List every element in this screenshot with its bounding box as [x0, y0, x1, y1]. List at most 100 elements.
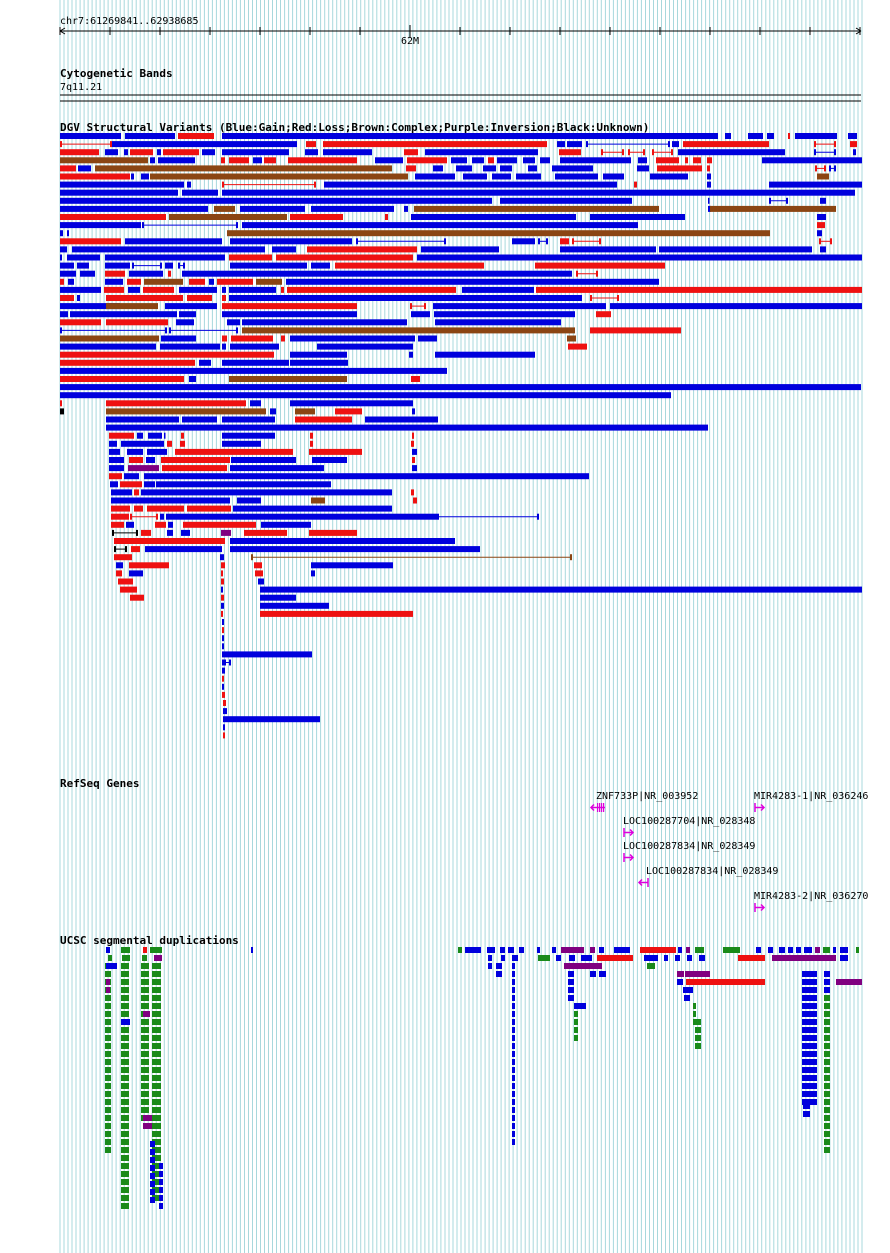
segdup-feature[interactable] — [699, 955, 705, 961]
segdup-feature[interactable] — [487, 947, 495, 953]
segdup-feature[interactable] — [141, 1059, 149, 1065]
dgv-variant[interactable] — [693, 157, 701, 164]
dgv-variant[interactable] — [77, 262, 89, 269]
segdup-feature[interactable] — [590, 971, 596, 977]
dgv-variant[interactable] — [121, 141, 297, 148]
segdup-feature[interactable] — [693, 1003, 696, 1009]
segdup-feature[interactable] — [824, 1059, 830, 1065]
segdup-feature[interactable] — [512, 979, 515, 985]
dgv-variant[interactable] — [456, 165, 472, 172]
segdup-feature[interactable] — [512, 971, 515, 977]
segdup-feature[interactable] — [512, 1035, 515, 1041]
segdup-feature[interactable] — [824, 1131, 830, 1137]
dgv-variant[interactable] — [179, 286, 217, 293]
segdup-feature[interactable] — [568, 971, 574, 977]
segdup-feature[interactable] — [121, 1027, 129, 1033]
dgv-variant[interactable] — [222, 675, 224, 682]
dgv-variant[interactable] — [451, 157, 467, 164]
dgv-variant[interactable] — [106, 424, 708, 431]
dgv-variant[interactable] — [853, 149, 856, 156]
dgv-variant-end[interactable] — [814, 149, 816, 156]
segdup-feature[interactable] — [154, 955, 162, 961]
dgv-variant-end[interactable] — [130, 513, 132, 520]
dgv-variant-end[interactable] — [815, 165, 817, 172]
segdup-feature[interactable] — [152, 1163, 161, 1169]
segdup-feature[interactable] — [152, 1067, 161, 1073]
dgv-variant[interactable] — [290, 335, 415, 342]
dgv-variant[interactable] — [231, 335, 273, 342]
segdup-feature[interactable] — [802, 971, 817, 977]
segdup-feature[interactable] — [105, 995, 111, 1001]
dgv-variant[interactable] — [637, 165, 649, 172]
cytoband-track-title[interactable]: Cytogenetic Bands — [60, 67, 173, 80]
dgv-variant-end[interactable] — [538, 238, 540, 245]
dgv-variant[interactable] — [199, 359, 211, 366]
dgv-variant[interactable] — [60, 230, 63, 237]
segdup-feature[interactable] — [804, 947, 812, 953]
dgv-variant[interactable] — [820, 197, 826, 204]
segdup-feature[interactable] — [569, 955, 575, 961]
segdup-feature[interactable] — [105, 1115, 111, 1121]
segdup-feature[interactable] — [824, 971, 830, 977]
segdup-feature[interactable] — [152, 1139, 161, 1145]
segdup-feature[interactable] — [574, 1003, 586, 1009]
dgv-variant[interactable] — [222, 432, 275, 439]
segdup-feature[interactable] — [675, 955, 680, 961]
dgv-variant[interactable] — [189, 278, 205, 285]
dgv-variant[interactable] — [311, 262, 330, 269]
segdup-feature[interactable] — [105, 1011, 111, 1017]
segdup-feature[interactable] — [840, 947, 848, 953]
dgv-variant[interactable] — [516, 173, 541, 180]
segdup-feature[interactable] — [686, 979, 765, 985]
segdup-feature[interactable] — [677, 971, 684, 977]
dgv-variant[interactable] — [434, 311, 575, 318]
segdup-feature[interactable] — [105, 1059, 111, 1065]
dgv-variant[interactable] — [60, 222, 141, 229]
segdup-feature[interactable] — [564, 963, 602, 969]
dgv-variant[interactable] — [412, 448, 417, 455]
dgv-variant[interactable] — [497, 157, 517, 164]
dgv-variant[interactable] — [708, 197, 710, 204]
dgv-variant[interactable] — [60, 181, 184, 188]
dgv-variant[interactable] — [229, 254, 272, 261]
segdup-feature[interactable] — [143, 947, 147, 953]
dgv-variant[interactable] — [414, 205, 659, 212]
segdup-feature[interactable] — [756, 947, 761, 953]
dgv-variant[interactable] — [109, 457, 124, 463]
segdup-feature[interactable] — [159, 1163, 163, 1169]
dgv-variant[interactable] — [817, 222, 825, 229]
dgv-variant[interactable] — [610, 303, 862, 310]
dgv-variant[interactable] — [60, 335, 159, 342]
dgv-variant[interactable] — [116, 562, 123, 569]
segdup-feature[interactable] — [695, 1019, 701, 1025]
dgv-variant[interactable] — [222, 335, 227, 342]
dgv-variant[interactable] — [311, 205, 394, 212]
dgv-variant[interactable] — [237, 497, 261, 504]
dgv-variant-end[interactable] — [622, 149, 624, 156]
segdup-feature[interactable] — [590, 947, 595, 953]
dgv-variant[interactable] — [131, 173, 134, 180]
dgv-variant[interactable] — [60, 376, 184, 382]
dgv-variant[interactable] — [111, 505, 130, 512]
segdup-feature[interactable] — [695, 1027, 701, 1033]
segdup-feature[interactable] — [788, 947, 793, 953]
dgv-variant[interactable] — [60, 157, 148, 164]
dgv-variant[interactable] — [141, 489, 392, 496]
segdup-feature[interactable] — [159, 1171, 163, 1177]
dgv-variant[interactable] — [214, 205, 235, 212]
dgv-variant[interactable] — [230, 465, 324, 472]
dgv-variant[interactable] — [111, 497, 230, 504]
segdup-feature[interactable] — [105, 1043, 111, 1049]
dgv-variant[interactable] — [312, 457, 347, 463]
segdup-feature[interactable] — [106, 987, 110, 993]
segdup-feature[interactable] — [150, 1173, 155, 1179]
segdup-feature[interactable] — [695, 947, 704, 953]
dgv-variant-end[interactable] — [236, 222, 238, 229]
dgv-variant[interactable] — [406, 165, 416, 172]
segdup-feature[interactable] — [677, 979, 683, 985]
segdup-feature[interactable] — [143, 1123, 152, 1129]
dgv-variant[interactable] — [650, 173, 688, 180]
dgv-variant[interactable] — [109, 473, 122, 480]
segdup-feature[interactable] — [512, 1115, 515, 1121]
dgv-variant[interactable] — [175, 448, 293, 455]
